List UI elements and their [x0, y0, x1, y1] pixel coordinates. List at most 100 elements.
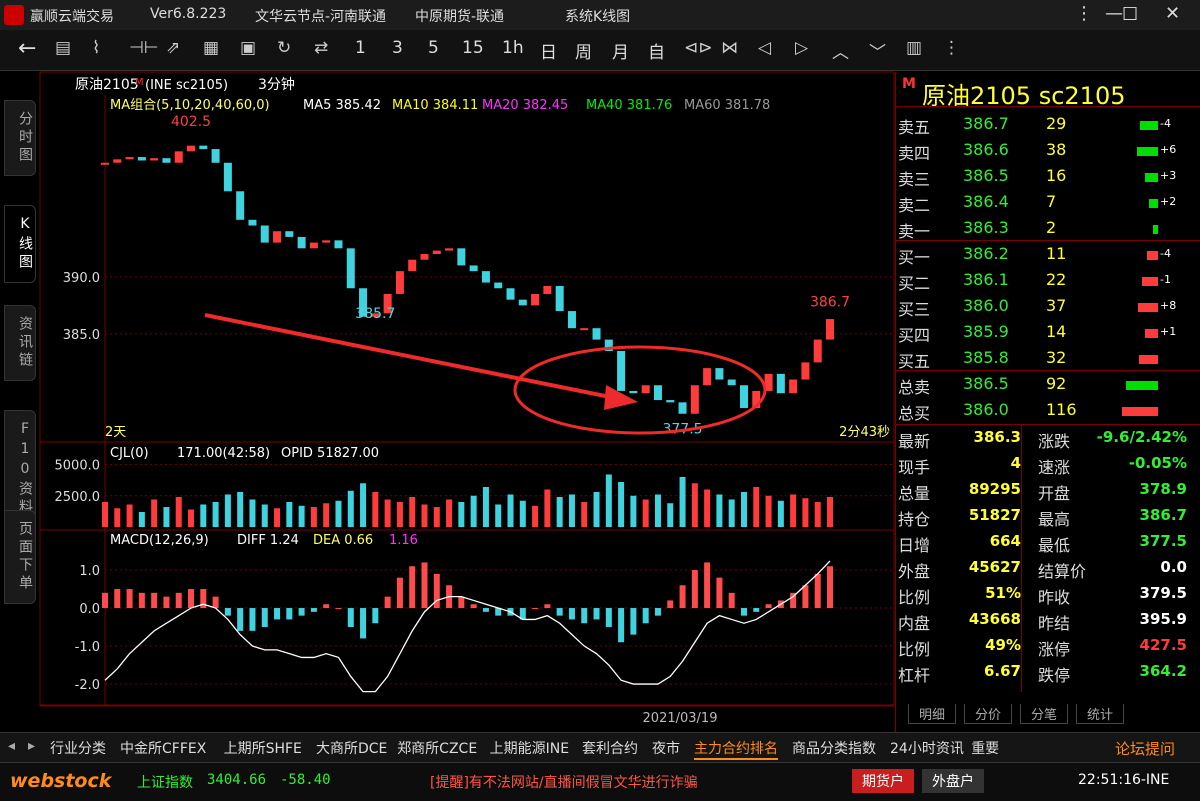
period-button[interactable]: 1 [355, 38, 366, 58]
bar [654, 494, 661, 527]
stat-label: 最低 [1038, 536, 1071, 555]
bar [618, 482, 625, 527]
book-label: 卖三 [898, 170, 931, 189]
menu-button[interactable]: ⋮ [1075, 3, 1093, 24]
volume-bar [1146, 251, 1158, 260]
period-button[interactable]: 自 [648, 43, 665, 63]
tool-icon[interactable]: ◁ [758, 38, 772, 58]
tool-icon[interactable]: ▦ [203, 38, 220, 58]
period-button[interactable]: 1h [502, 38, 524, 58]
stat-label: 昨收 [1038, 588, 1071, 607]
market-tab[interactable]: 上期所SHFE [223, 741, 302, 757]
tool-icon[interactable]: ﹀ [869, 43, 886, 63]
candle [248, 219, 257, 226]
bar [188, 589, 195, 609]
panel-tab[interactable]: 统计 [1076, 704, 1125, 724]
tab-arrow[interactable]: ▸ [28, 738, 36, 754]
market-tab[interactable]: 中金所CFFEX [120, 741, 207, 757]
market-tab[interactable]: 商品分类指数 [792, 741, 876, 757]
market-tab[interactable]: 24小时资讯 [890, 741, 964, 757]
minimize[interactable]: — [1105, 3, 1123, 24]
tab-arrow[interactable]: ◂ [8, 738, 16, 754]
candle [518, 299, 527, 306]
instrument-code: (INE sc2105) [145, 78, 228, 93]
chart-frame [39, 71, 895, 707]
tool-icon[interactable]: ▤ [55, 38, 72, 58]
stat-label: 跌停 [1038, 666, 1071, 685]
period-button[interactable]: 周 [575, 43, 592, 63]
bar [814, 502, 821, 527]
tool-icon[interactable]: ⊣⊢ [129, 38, 159, 58]
period-button[interactable]: 15 [462, 38, 484, 58]
book-volume: 14 [1046, 322, 1067, 341]
bar [102, 592, 108, 609]
bar [138, 592, 145, 609]
side-tab[interactable]: 页面下单 [4, 510, 36, 604]
bar [421, 504, 428, 527]
maximize[interactable]: ☐ [1122, 4, 1139, 25]
panel-tab[interactable]: 明细 [908, 704, 957, 724]
market-tab[interactable]: 行业分类 [50, 741, 106, 757]
tool-icon[interactable]: ⋈ [721, 38, 738, 58]
bar [188, 509, 195, 527]
tool-icon[interactable]: ▣ [240, 38, 257, 58]
tool-icon[interactable]: ↻ [277, 38, 292, 58]
book-label: 买五 [898, 352, 931, 371]
market-tab[interactable]: 套利合约 [582, 741, 638, 757]
candle [469, 265, 478, 272]
tool-icon[interactable]: ▷ [795, 38, 809, 58]
bar [421, 562, 428, 609]
bar [433, 507, 440, 527]
market-tab[interactable]: 夜市 [652, 741, 680, 757]
tool-icon[interactable]: ︿ [832, 43, 849, 63]
volume-bar [1140, 121, 1158, 130]
book-volume: 38 [1046, 140, 1067, 159]
stat-label: 日增 [898, 536, 931, 555]
price-annotation: 402.5 [171, 114, 211, 130]
tool-icon[interactable]: ⊲⊳ [684, 38, 713, 58]
side-tab[interactable]: 分时图 [4, 100, 36, 176]
period-button[interactable]: 月 [612, 43, 629, 63]
bar [163, 507, 170, 527]
stat-label: 开盘 [1038, 484, 1071, 503]
period-button[interactable]: 3 [392, 38, 403, 58]
tool-icon[interactable]: ⇄ [314, 38, 329, 58]
tool-icon[interactable]: ⋮ [943, 38, 960, 58]
side-tab[interactable]: F10资料 [4, 410, 36, 528]
tool-icon[interactable]: ⇗ [166, 38, 181, 58]
side-tab[interactable]: 资讯链 [4, 305, 36, 381]
market-tab[interactable]: 郑商所CZCE [397, 741, 478, 757]
panel-tab[interactable]: 分价 [964, 704, 1013, 724]
panel-tab[interactable]: 分笔 [1020, 704, 1069, 724]
candle [690, 385, 699, 414]
period-button[interactable]: 日 [540, 43, 557, 63]
book-price: 386.7 [963, 114, 1009, 133]
candle [703, 368, 712, 386]
forum-link[interactable]: 论坛提问 [1115, 740, 1176, 758]
candle [727, 379, 736, 386]
close[interactable]: ✕ [1165, 3, 1181, 24]
market-tab[interactable]: 上期能源INE [489, 741, 570, 757]
foreign-account[interactable]: 外盘户 [922, 769, 984, 793]
market-tab[interactable]: 大商所DCE [316, 741, 388, 757]
market-tab[interactable]: 主力合约排名 [694, 738, 778, 760]
side-tab[interactable]: K线图 [4, 205, 36, 283]
period-button[interactable]: 5 [428, 38, 439, 58]
bar [126, 589, 133, 609]
vol-value: 171.00(42:58) [177, 446, 270, 461]
volume-bar [1137, 303, 1158, 312]
bar [802, 498, 809, 527]
notice[interactable]: [提醒]有不法网站/直播间假冒文华进行诈骗 [430, 775, 698, 791]
market-tab[interactable]: 重要 [971, 741, 1000, 757]
stat-value: 378.9 [1139, 480, 1187, 498]
candle [580, 328, 589, 331]
bar [212, 502, 219, 527]
bar [138, 512, 145, 527]
stat-label: 杠杆 [898, 666, 931, 685]
back-button[interactable]: ← [18, 36, 37, 61]
futures-account[interactable]: 期货户 [852, 769, 914, 793]
tool-icon[interactable]: ▥ [906, 38, 923, 58]
ma-label: MA10 384.11 [392, 98, 478, 113]
tool-icon[interactable]: ⌇ [92, 38, 101, 58]
volume-bar [1125, 381, 1158, 390]
